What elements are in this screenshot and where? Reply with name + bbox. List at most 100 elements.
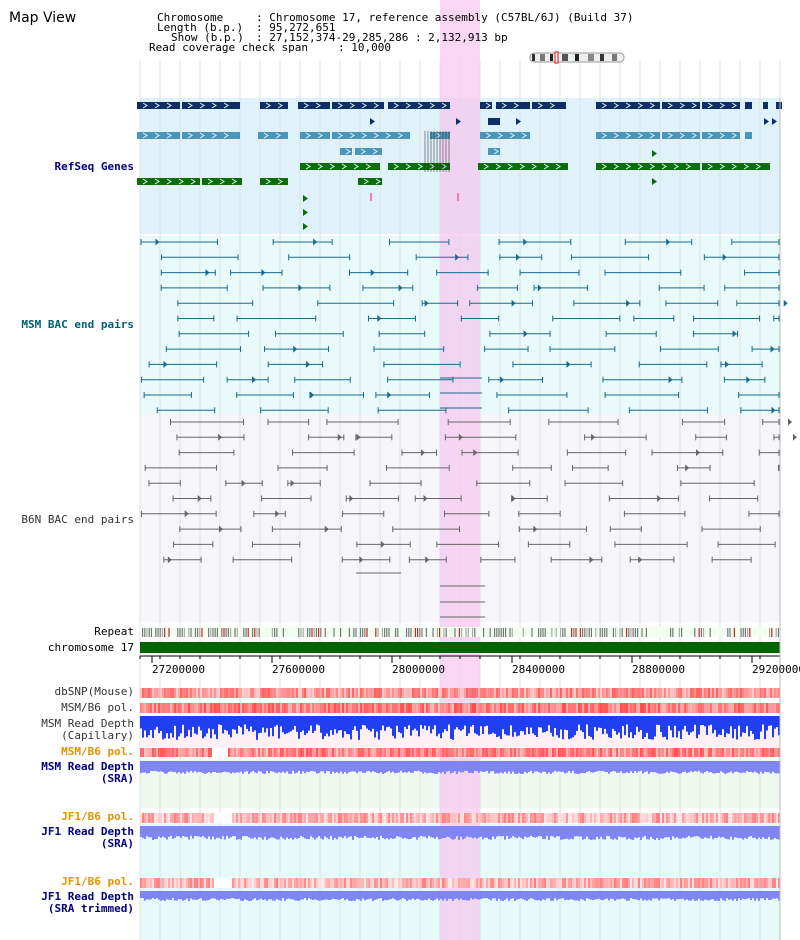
heat-cell xyxy=(662,703,664,713)
heat-cell xyxy=(674,703,676,713)
depth-bar xyxy=(776,826,778,840)
gene-marker xyxy=(370,118,375,125)
depth-bar xyxy=(502,891,504,901)
depth-bar xyxy=(184,716,186,738)
heat-cell xyxy=(278,688,280,698)
heat-cell xyxy=(394,703,396,713)
heat-cell xyxy=(738,688,740,698)
heat-cell xyxy=(140,878,142,888)
heat-cell xyxy=(532,747,534,757)
heat-cell xyxy=(200,878,202,888)
heat-cell xyxy=(348,813,350,823)
depth-bar xyxy=(760,826,762,840)
gene-marker xyxy=(303,195,308,202)
heat-cell xyxy=(166,878,168,888)
heat-cell xyxy=(324,813,326,823)
heat-cell xyxy=(400,688,402,698)
repeat-element xyxy=(194,628,196,637)
heat-cell xyxy=(242,747,244,757)
heat-cell xyxy=(452,813,454,823)
heat-cell xyxy=(408,878,410,888)
heat-cell xyxy=(444,878,446,888)
msm-b6-pol-heat-strip-2 xyxy=(140,747,780,757)
heat-cell xyxy=(626,703,628,713)
depth-bar xyxy=(726,891,728,899)
depth-bar xyxy=(144,826,146,839)
heat-cell xyxy=(364,747,366,757)
depth-bar xyxy=(290,761,292,774)
depth-bar xyxy=(698,716,700,735)
heat-cell xyxy=(280,813,282,823)
depth-bar xyxy=(594,716,596,728)
heat-cell xyxy=(208,688,210,698)
depth-bar xyxy=(594,891,596,900)
depth-bar xyxy=(504,826,506,840)
heat-cell xyxy=(424,878,426,888)
heat-cell xyxy=(242,703,244,713)
repeat-element xyxy=(612,628,614,637)
ideogram-band xyxy=(562,54,568,61)
depth-bar xyxy=(246,716,248,729)
heat-cell xyxy=(612,813,614,823)
repeat-element xyxy=(381,628,383,637)
gene-strand-arrow xyxy=(360,148,366,155)
heat-cell xyxy=(570,878,572,888)
heat-cell xyxy=(476,703,478,713)
heat-cell xyxy=(722,813,724,823)
track-label-b6n-bac[interactable]: B6N BAC end pairs xyxy=(21,513,134,526)
heat-cell xyxy=(764,813,766,823)
depth-bar xyxy=(516,716,518,737)
heat-cell xyxy=(710,747,712,757)
depth-bar xyxy=(762,891,764,899)
repeat-element xyxy=(551,628,553,637)
depth-bar xyxy=(558,716,560,738)
heat-cell xyxy=(206,813,208,823)
heat-cell xyxy=(778,878,780,888)
heat-cell xyxy=(468,747,470,757)
depth-bar xyxy=(220,826,222,840)
depth-bar xyxy=(214,761,216,772)
heat-cell xyxy=(270,747,272,757)
repeat-element xyxy=(542,628,544,637)
heat-cell xyxy=(484,688,486,698)
depth-bar xyxy=(714,826,716,838)
heat-cell xyxy=(156,878,158,888)
depth-bar xyxy=(498,716,500,737)
gene-exon-block xyxy=(355,148,382,155)
heat-cell xyxy=(178,688,180,698)
depth-bar xyxy=(604,891,606,900)
heat-cell xyxy=(228,688,230,698)
depth-bar xyxy=(574,826,576,837)
heat-cell xyxy=(654,688,656,698)
heat-cell xyxy=(586,703,588,713)
heat-cell xyxy=(354,703,356,713)
track-label-refseq-genes[interactable]: RefSeq Genes xyxy=(54,160,134,173)
heat-cell xyxy=(650,813,652,823)
heat-cell xyxy=(550,688,552,698)
depth-bar xyxy=(320,891,322,901)
depth-bar xyxy=(412,891,414,899)
depth-bar xyxy=(444,826,446,839)
heat-cell xyxy=(394,747,396,757)
gene-strand-arrow xyxy=(277,178,283,185)
track-label-msm-bac[interactable]: MSM BAC end pairs xyxy=(21,318,134,331)
heat-cell xyxy=(714,747,716,757)
heat-cell xyxy=(440,747,442,757)
depth-bar xyxy=(658,891,660,901)
repeat-element xyxy=(445,628,447,637)
heat-cell xyxy=(376,813,378,823)
depth-bar xyxy=(294,761,296,774)
heat-cell xyxy=(644,878,646,888)
gene-strand-arrow xyxy=(637,102,643,109)
heat-cell xyxy=(724,747,726,757)
depth-bar xyxy=(764,891,766,901)
track-label-msm-read-depth-capillary: MSM Read Depth xyxy=(41,717,134,730)
depth-bar xyxy=(630,826,632,840)
heat-cell xyxy=(428,703,430,713)
heat-cell xyxy=(678,813,680,823)
heat-cell xyxy=(766,878,768,888)
heat-cell xyxy=(712,878,714,888)
heat-cell xyxy=(154,813,156,823)
depth-bar xyxy=(440,716,442,739)
